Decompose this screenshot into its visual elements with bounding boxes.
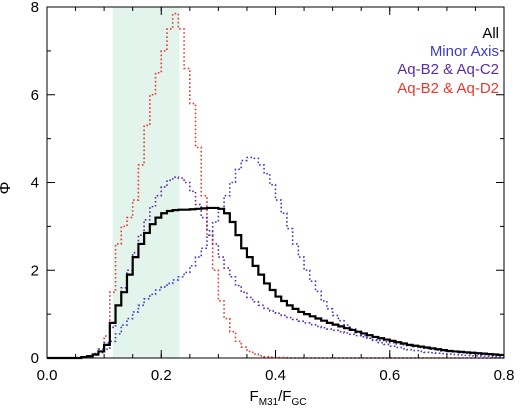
legend-item-aq-b2-aq-c2: Aq-B2 & Aq-C2 <box>397 61 499 78</box>
y-tick-label: 4 <box>31 175 39 192</box>
y-tick-label: 0 <box>31 350 39 367</box>
y-tick-label: 8 <box>31 0 39 16</box>
y-tick-label: 6 <box>31 87 39 104</box>
y-axis-label: Φ <box>0 182 14 195</box>
legend-item-all: All <box>482 25 499 42</box>
axis-ticks: 0.0 0.2 0.4 0.6 0.8 0 2 4 6 8 <box>31 0 515 384</box>
x-axis-label-mid: /F <box>278 388 291 405</box>
x-tick-label: 0.0 <box>37 367 58 384</box>
x-axis-label-sub2: GC <box>291 397 306 408</box>
legend-item-aq-b2-aq-d2: Aq-B2 & Aq-D2 <box>397 80 499 97</box>
series-line-all <box>47 206 504 360</box>
shaded-region <box>112 7 180 358</box>
legend-item-minor-axis: Minor Axis <box>430 43 499 60</box>
y-tick-label: 2 <box>31 262 39 279</box>
x-axis-label-sub1: M31 <box>259 397 279 408</box>
series-line-aq-b2-aq-c2 <box>47 176 504 359</box>
x-axis-label: FM31/FGC <box>250 388 307 408</box>
plot-area: 0.0 0.2 0.4 0.6 0.8 0 2 4 6 8 <box>31 0 515 384</box>
series-line-minor-axis <box>47 156 504 359</box>
x-axis-label-main: F <box>250 388 259 405</box>
series-layer <box>47 12 504 360</box>
x-tick-label: 0.4 <box>265 367 286 384</box>
x-tick-label: 0.2 <box>151 367 172 384</box>
series-line-aq-b2-aq-d2 <box>47 12 504 359</box>
legend: All Minor Axis Aq-B2 & Aq-C2 Aq-B2 & Aq-… <box>397 25 499 97</box>
x-tick-label: 0.6 <box>379 367 400 384</box>
x-tick-label: 0.8 <box>494 367 515 384</box>
